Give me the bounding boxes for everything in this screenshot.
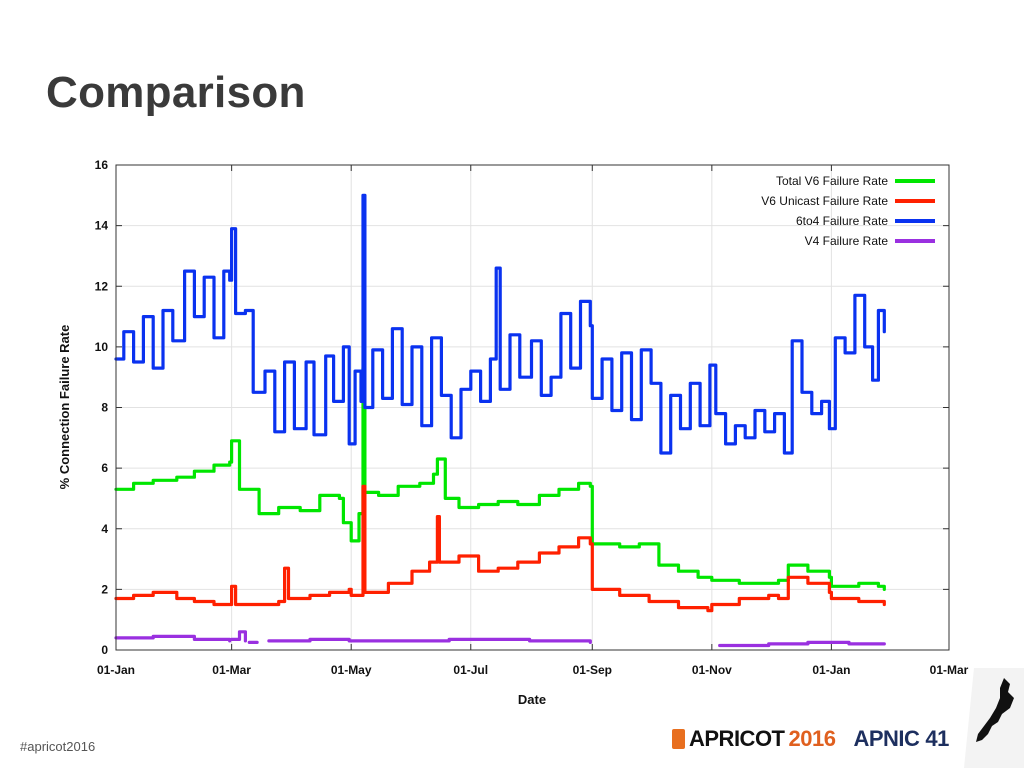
apricot-logo-text: APRICOT (689, 726, 785, 751)
y-tick-label: 0 (101, 643, 108, 657)
y-tick-label: 16 (95, 158, 109, 172)
series-line (718, 640, 886, 648)
series-line (114, 484, 886, 613)
x-tick-label: 01-Jan (812, 663, 850, 677)
series-line (114, 634, 232, 643)
chart-series (114, 193, 886, 648)
apricot-logo-year: 2016 (788, 726, 836, 751)
sponsor-logos: APRICOT 2016 APNIC 41 (672, 726, 949, 752)
y-tick-label: 10 (95, 340, 109, 354)
y-tick-label: 8 (101, 401, 108, 415)
y-tick-label: 6 (101, 461, 108, 475)
apricot-mark-icon (672, 729, 685, 749)
x-tick-label: 01-Jul (453, 663, 488, 677)
new-zealand-map-icon (964, 668, 1024, 768)
legend-label: 6to4 Failure Rate (796, 214, 888, 228)
x-tick-label: 01-Jan (97, 663, 135, 677)
series-line (114, 366, 886, 591)
x-tick-label: 01-Nov (692, 663, 732, 677)
legend-label: Total V6 Failure Rate (776, 174, 888, 188)
legend-label: V6 Unicast Failure Rate (761, 194, 888, 208)
chart-legend: Total V6 Failure Rate V6 Unicast Failure … (761, 174, 935, 248)
x-tick-label: 01-May (331, 663, 372, 677)
series-line (230, 630, 247, 643)
x-axis-label: Date (518, 692, 546, 707)
series-line (114, 193, 886, 455)
apnic-logo-number: 41 (925, 726, 949, 751)
y-tick-label: 2 (101, 582, 108, 596)
y-axis-label: % Connection Failure Rate (57, 325, 72, 490)
y-tick-label: 4 (101, 522, 108, 536)
y-tick-label: 12 (95, 279, 109, 293)
x-tick-label: 01-Mar (930, 663, 969, 677)
slide-title: Comparison (46, 68, 306, 117)
series-line (267, 637, 592, 644)
chart-ticks: 0 2 4 6 8 10 12 14 16 01-Jan 01-Mar 01-May 01-Jul 01-… (95, 158, 969, 677)
failure-rate-chart: 0 2 4 6 8 10 12 14 16 01-Jan 01-Mar 01-May 01-Jul 01-… (57, 158, 969, 707)
x-tick-label: 01-Sep (573, 663, 612, 677)
y-tick-label: 14 (95, 219, 109, 233)
legend-label: V4 Failure Rate (805, 234, 889, 248)
apricot-logo: APRICOT 2016 (672, 726, 836, 752)
apnic-logo-text: APNIC (853, 726, 920, 751)
x-tick-label: 01-Mar (212, 663, 251, 677)
apnic-logo: APNIC 41 (853, 726, 949, 752)
hashtag-label: #apricot2016 (20, 739, 96, 754)
